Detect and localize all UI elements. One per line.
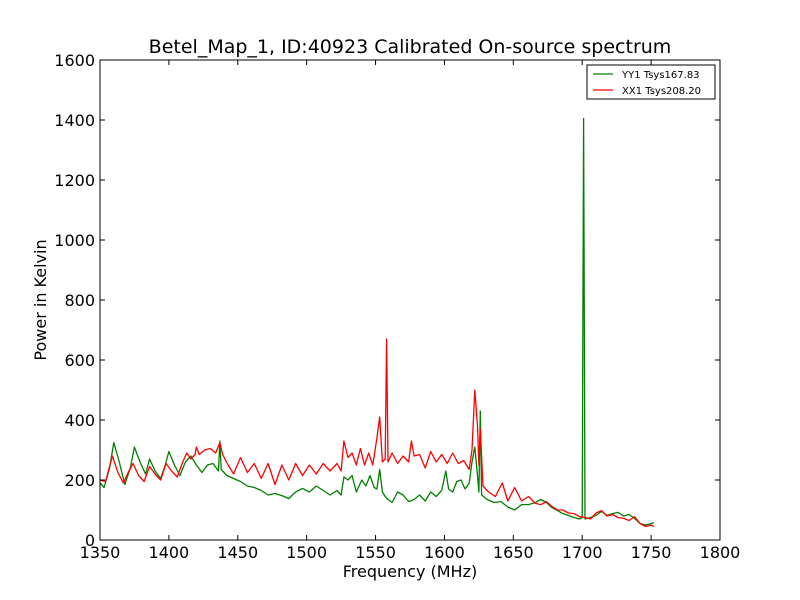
plot-area <box>99 59 721 541</box>
x-tick-label: 1750 <box>631 543 672 562</box>
y-tick-label: 1200 <box>54 171 95 190</box>
x-tick-label: 1400 <box>149 543 190 562</box>
x-axis-label: Frequency (MHz) <box>343 562 477 581</box>
y-axis: 0 200 400 600 800 1000 1200 1400 1600 <box>54 51 720 550</box>
x-axis: 1350 1400 1450 1500 1550 1600 1650 1700 1750 1800 <box>80 60 741 562</box>
x-tick-label: 1500 <box>286 543 327 562</box>
series-layer <box>99 117 655 528</box>
legend-box <box>586 64 716 100</box>
y-axis-label: Power in Kelvin <box>31 239 50 360</box>
plot-background <box>100 60 720 540</box>
y-tick-label: 800 <box>64 291 95 310</box>
y-tick-label: 400 <box>64 411 95 430</box>
chart-title: Betel_Map_1, ID:40923 Calibrated On-sour… <box>149 36 672 58</box>
series-line-1 <box>99 338 655 528</box>
series-line-0 <box>99 117 655 526</box>
y-tick-label: 0 <box>85 531 95 550</box>
x-tick-label: 1600 <box>424 543 465 562</box>
y-tick-label: 200 <box>64 471 95 490</box>
x-tick-label: 1550 <box>355 543 396 562</box>
legend: YY1 Tsys167.83 XX1 Tsys208.20 <box>586 64 716 100</box>
x-tick-label: 1700 <box>562 543 603 562</box>
y-tick-label: 1400 <box>54 111 95 130</box>
legend-label-yy1: YY1 Tsys167.83 <box>621 70 700 81</box>
legend-label-xx1: XX1 Tsys208.20 <box>622 86 701 97</box>
x-tick-label: 1450 <box>217 543 258 562</box>
x-tick-label: 1650 <box>493 543 534 562</box>
x-tick-label: 1800 <box>700 543 741 562</box>
y-tick-label: 1600 <box>54 51 95 70</box>
y-tick-label: 1000 <box>54 231 95 250</box>
y-tick-label: 600 <box>64 351 95 370</box>
x-tick-label: 1350 <box>80 543 121 562</box>
